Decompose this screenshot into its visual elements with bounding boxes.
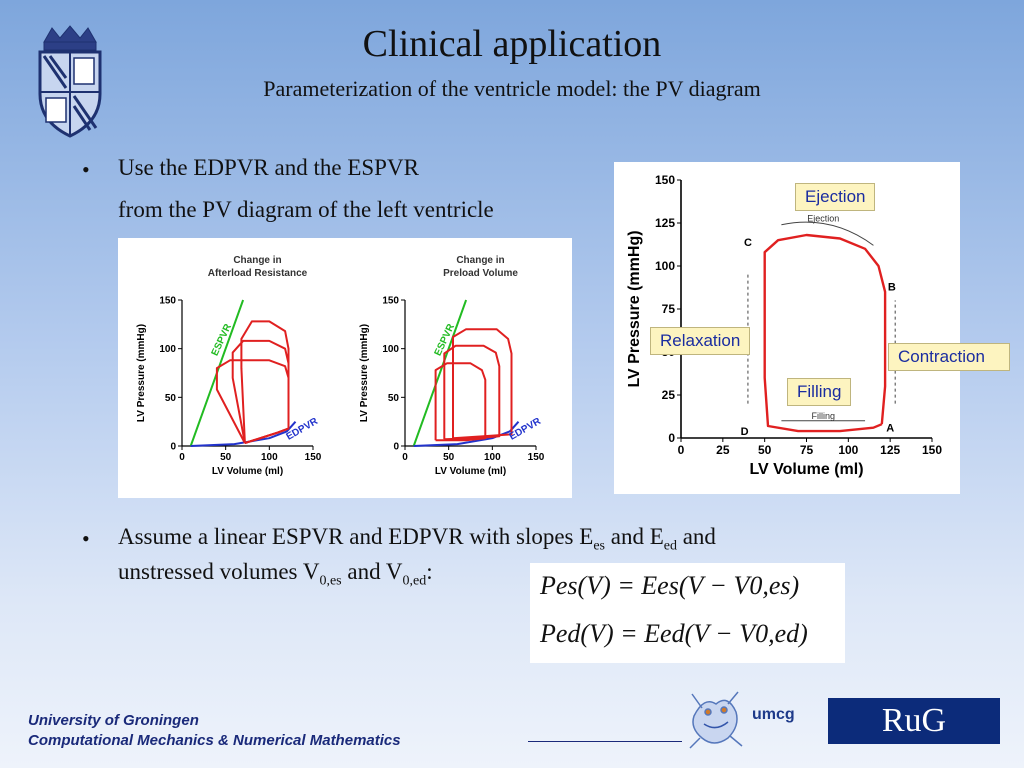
x-tick-label: 100 — [838, 443, 858, 457]
phase-label-ejection: Ejection — [807, 213, 839, 223]
bullet-marker: • — [82, 526, 90, 551]
bullet-2-text: and V — [341, 559, 403, 584]
y-tick-label: 150 — [159, 296, 176, 307]
subscript-ed: ed — [663, 538, 677, 554]
espvr-label: ESPVR — [210, 322, 235, 358]
phase-label-filling: Filling — [811, 411, 835, 421]
x-tick-label: 125 — [880, 443, 900, 457]
callout-relaxation: Relaxation — [650, 327, 751, 355]
x-axis-label: LV Volume (ml) — [749, 461, 863, 478]
x-tick-label: 50 — [443, 452, 455, 463]
y-tick-label: 100 — [159, 344, 176, 355]
bullet-marker: • — [82, 157, 90, 182]
callout-contraction: Contraction — [888, 343, 1010, 371]
formula-box: Pes(V) = Ees(V − V0,es) Ped(V) = Eed(V −… — [530, 563, 845, 663]
rug-logo-text: RuG — [881, 702, 947, 739]
point-label-b: B — [888, 282, 896, 294]
x-tick-label: 0 — [678, 443, 685, 457]
y-axis-label: LV Pressure (mmHg) — [136, 324, 147, 422]
y-tick-label: 100 — [382, 344, 399, 355]
y-tick-label: 150 — [382, 296, 399, 307]
ejection-arrow — [781, 221, 874, 246]
x-tick-label: 150 — [922, 443, 942, 457]
y-tick-label: 100 — [655, 259, 675, 273]
bullet-2-text: and E — [604, 524, 664, 549]
umcg-logo: umcg — [752, 706, 795, 723]
x-tick-label: 50 — [220, 452, 232, 463]
pv-loop — [215, 359, 290, 445]
pv-loop — [452, 328, 513, 440]
bullet-2-text: : — [426, 559, 433, 584]
bullet-1-line-1: Use the EDPVR and the ESPVR — [118, 155, 419, 180]
x-tick-label: 75 — [800, 443, 814, 457]
chart-title: Change in — [456, 255, 504, 266]
edpvr-label: EDPVR — [508, 416, 544, 443]
formula-espvr: Pes(V) = Ees(V − V0,es) — [540, 571, 800, 600]
bullet-2-text: unstressed volumes V — [118, 559, 320, 584]
footer-department: Computational Mechanics & Numerical Math… — [28, 732, 401, 749]
pv-loops-figure: 0 50 100 150 0 50 100 150 LV Volume (ml) LV Press… — [118, 238, 572, 498]
espvr-line — [412, 299, 468, 447]
x-tick-label: 0 — [402, 452, 408, 463]
y-axis-label: LV Pressure (mmHg) — [359, 324, 370, 422]
slide-title: Clinical application — [362, 23, 662, 65]
pv-diagram-figure: 02550751001251500255075100125150LV Volum… — [614, 162, 960, 494]
pv-diagram-chart: 02550751001251500255075100125150LV Volum… — [626, 173, 942, 478]
slide-subtitle: Parameterization of the ventricle model:… — [263, 76, 761, 101]
chart-title: Change in — [233, 255, 281, 266]
frog-logo-icon — [689, 691, 743, 749]
bullet-2-text: and — [676, 524, 716, 549]
rug-logo: RuG — [828, 698, 1000, 744]
y-axis-label: LV Pressure (mmHg) — [626, 230, 643, 387]
point-label-c: C — [744, 237, 752, 249]
footer-divider — [528, 741, 682, 742]
callout-ejection: Ejection — [795, 183, 876, 211]
chart-title: Afterload Resistance — [208, 268, 308, 279]
edpvr-line — [413, 421, 520, 447]
x-tick-label: 50 — [758, 443, 772, 457]
pv-loop — [240, 320, 290, 445]
x-tick-label: 25 — [716, 443, 730, 457]
y-tick-label: 125 — [655, 216, 675, 230]
pv-loops-twin-chart: 0 50 100 150 0 50 100 150 LV Volume (ml) LV Press… — [136, 255, 545, 477]
y-tick-label: 0 — [393, 442, 399, 453]
x-axis-label: LV Volume (ml) — [212, 466, 283, 477]
bullet-1-line-2: from the PV diagram of the left ventricl… — [118, 197, 494, 222]
formula-edpvr: Ped(V) = Eed(V − V0,ed) — [540, 619, 808, 648]
pv-loop — [434, 362, 487, 442]
x-axis-label: LV Volume (ml) — [435, 466, 506, 477]
x-tick-label: 100 — [484, 452, 501, 463]
point-label-d: D — [741, 426, 749, 438]
bullet-2-line-1: Assume a linear ESPVR and EDPVR with slo… — [118, 524, 716, 555]
y-tick-label: 75 — [662, 302, 676, 316]
x-tick-label: 100 — [261, 452, 278, 463]
y-tick-label: 0 — [170, 442, 176, 453]
subscript-0-es: 0,es — [319, 573, 342, 589]
y-tick-label: 25 — [662, 388, 676, 402]
y-tick-label: 50 — [165, 393, 177, 404]
x-tick-label: 150 — [528, 452, 545, 463]
y-tick-label: 50 — [388, 393, 400, 404]
y-tick-label: 150 — [655, 173, 675, 187]
subscript-es: es — [593, 538, 605, 554]
footer-university: University of Groningen — [28, 712, 199, 729]
y-tick-label: 0 — [668, 431, 675, 445]
bullet-2-line-2: unstressed volumes V0,es and V0,ed: — [118, 559, 433, 590]
x-tick-label: 0 — [179, 452, 185, 463]
pv-loop — [763, 233, 887, 433]
edpvr-line — [190, 421, 297, 447]
callout-filling: Filling — [787, 378, 852, 406]
university-crest-logo — [38, 25, 102, 138]
bullet-2-text: Assume a linear ESPVR and EDPVR with slo… — [118, 524, 594, 549]
point-label-a: A — [886, 423, 894, 435]
x-tick-label: 150 — [305, 452, 322, 463]
chart-title: Preload Volume — [443, 268, 518, 279]
subscript-0-ed: 0,ed — [402, 573, 427, 589]
edpvr-label: EDPVR — [285, 416, 321, 443]
